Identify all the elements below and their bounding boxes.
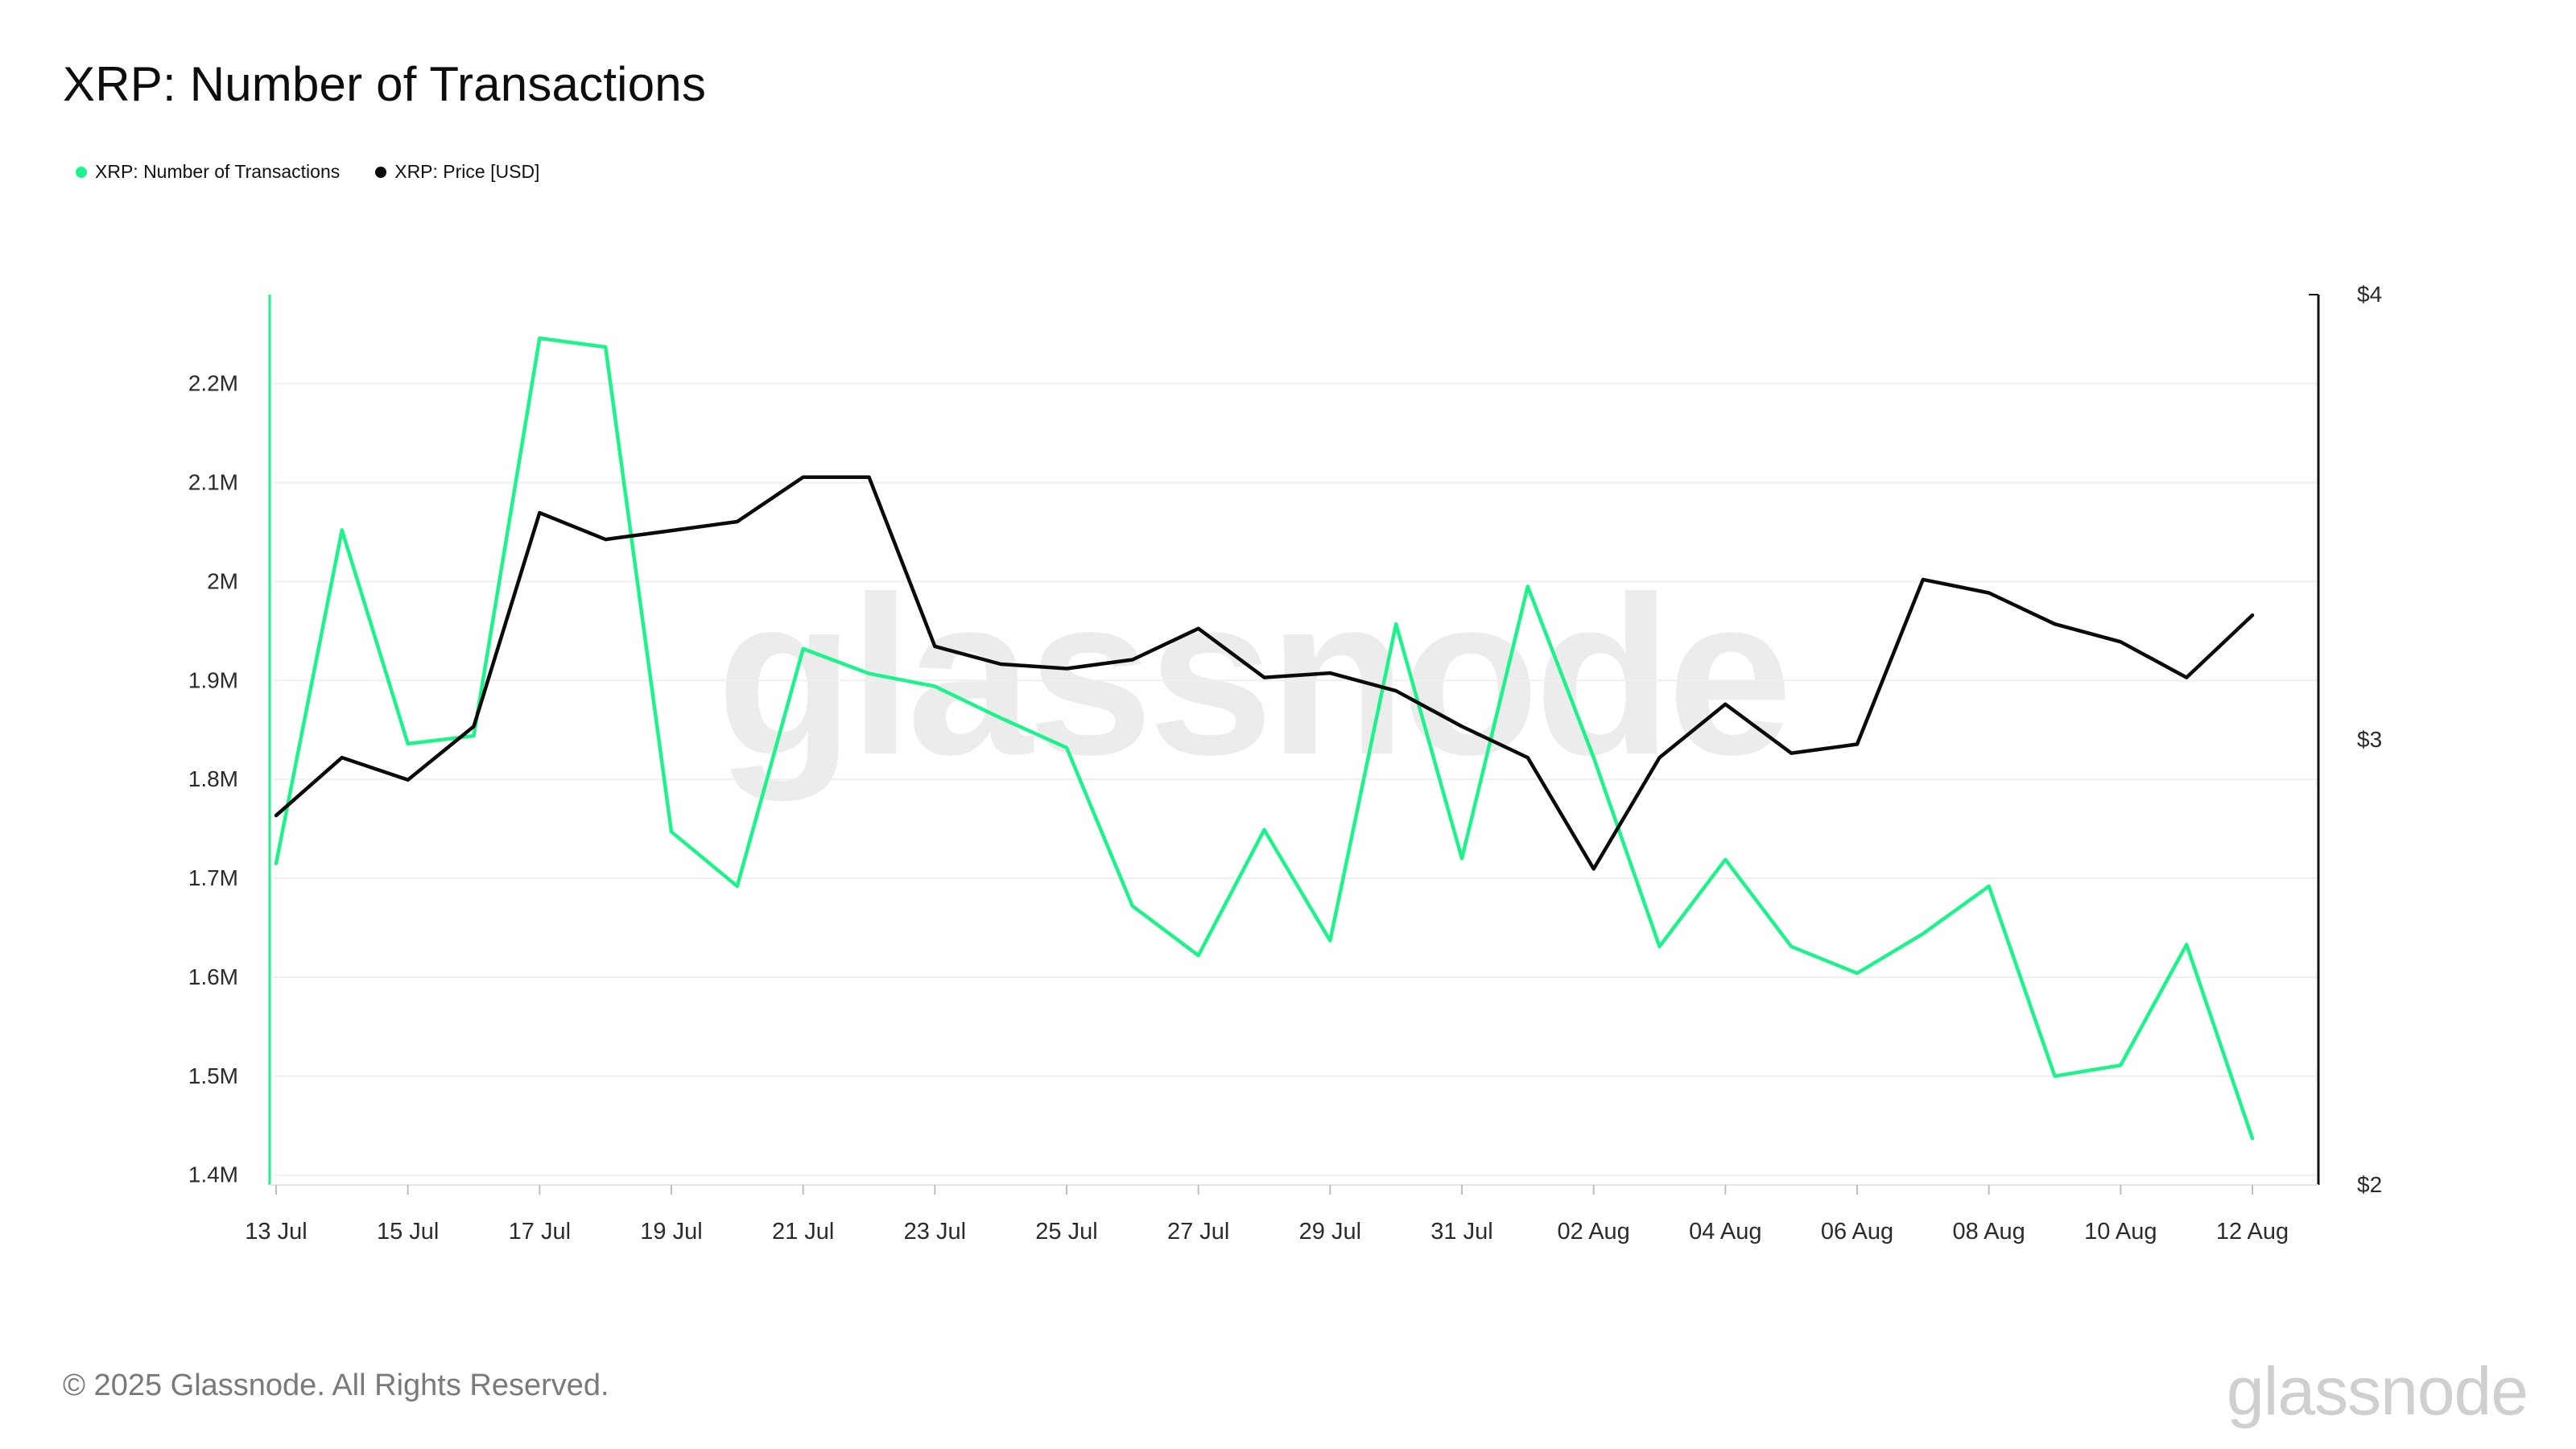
legend-label-price: XRP: Price [USD] [394, 161, 540, 182]
y-right-tick-label: $4 [2357, 282, 2382, 307]
x-tick-label: 19 Jul [640, 1219, 702, 1245]
x-tick-label: 02 Aug [1558, 1219, 1630, 1245]
series-layer [274, 336, 2255, 1141]
x-tick-label: 10 Aug [2084, 1219, 2157, 1245]
x-axis-labels: 13 Jul 15 Jul 17 Jul 19 Jul 21 Jul 23 Jul 25 J… [245, 1219, 2289, 1245]
y-axis-left-labels: 1.4M 1.5M 1.6M 1.7M 1.8M 1.9M 2M 2.1M 2.2M [188, 371, 238, 1187]
y-left-tick-label: 2M [207, 568, 238, 593]
x-tick-label: 08 Aug [1953, 1219, 2025, 1245]
glassnode-logo: glassnode [2227, 1353, 2529, 1429]
y-left-tick-label: 1.9M [188, 667, 238, 692]
y-left-tick-label: 1.5M [188, 1063, 238, 1088]
x-tick-label: 27 Jul [1167, 1219, 1229, 1245]
y-left-tick-label: 1.7M [188, 865, 238, 890]
legend-item-transactions[interactable]: XRP: Number of Transactions [76, 161, 340, 183]
legend-item-price[interactable]: XRP: Price [USD] [375, 161, 539, 183]
x-tick-label: 12 Aug [2216, 1219, 2289, 1245]
x-tick-label: 21 Jul [772, 1219, 834, 1245]
chart-title: XRP: Number of Transactions [63, 57, 707, 111]
y-right-tick-label: $2 [2357, 1172, 2382, 1197]
y-left-tick-label: 2.2M [188, 371, 238, 396]
x-tick-label: 31 Jul [1430, 1219, 1492, 1245]
x-tick-label: 13 Jul [245, 1219, 307, 1245]
chart-legend: XRP: Number of Transactions XRP: Price [… [76, 161, 539, 183]
legend-label-transactions: XRP: Number of Transactions [95, 161, 341, 182]
y-left-tick-label: 1.4M [188, 1162, 238, 1187]
legend-dot-price [375, 166, 387, 178]
copyright-text: © 2025 Glassnode. All Rights Reserved. [63, 1368, 609, 1402]
chart-axes [268, 294, 2320, 1195]
series-line-price [274, 475, 2255, 871]
series-line-transactions [274, 336, 2255, 1141]
grid-lines [274, 382, 2318, 1176]
x-tick-label: 23 Jul [904, 1219, 966, 1245]
x-tick-label: 06 Aug [1821, 1219, 1893, 1245]
y-left-tick-label: 2.1M [188, 469, 238, 494]
x-tick-label: 29 Jul [1299, 1219, 1361, 1245]
y-right-tick-label: $3 [2357, 727, 2382, 752]
x-tick-label: 25 Jul [1035, 1219, 1097, 1245]
y-left-tick-label: 1.8M [188, 766, 238, 791]
y-left-tick-label: 1.6M [188, 964, 238, 989]
x-tick-label: 04 Aug [1689, 1219, 1761, 1245]
y-axis-right-labels: $2 $3 $4 [2357, 282, 2382, 1197]
x-tick-label: 17 Jul [509, 1219, 571, 1245]
legend-dot-transactions [76, 166, 87, 178]
x-tick-label: 15 Jul [377, 1219, 439, 1245]
